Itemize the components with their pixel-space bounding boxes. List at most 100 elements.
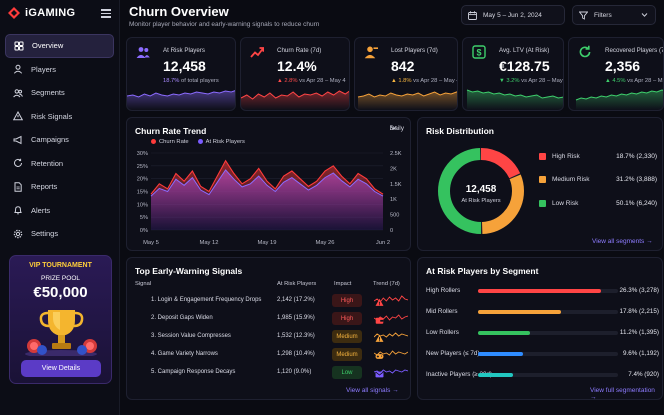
svg-text:$: $ [476, 48, 481, 58]
segment-row[interactable]: Mid Rollers 17.8% (2,215) [426, 306, 659, 318]
segment-count: (1,395) [639, 329, 659, 336]
filters-button[interactable]: Filters [572, 5, 656, 25]
chevron-down-icon [390, 126, 396, 130]
segment-value: 9.6% (1,192) [623, 350, 659, 357]
signal-name: 1. Login & Engagement Frequency Drops [151, 297, 262, 303]
risk-legend-name: Low Risk [552, 200, 579, 207]
segment-row[interactable]: Low Rollers 11.2% (1,395) [426, 327, 659, 339]
kpi-card-4[interactable]: $ Avg. LTV (At Risk) €128.75 ▼ 3.2% vs Apr … [462, 37, 564, 111]
risk-legend-pct: 18.7% [616, 153, 635, 160]
kpi-label: At Risk Players [163, 47, 205, 54]
y-left-tick: 25% [137, 164, 148, 170]
trend-period-dropdown[interactable]: Daily [390, 125, 404, 132]
filters-label: Filters [594, 11, 612, 19]
promo-amount: €50,000 [33, 284, 88, 301]
kpi-sparkline [127, 90, 235, 110]
promo-vip-label: VIP TOURNAMENT [29, 262, 92, 269]
view-details-button[interactable]: View Details [21, 360, 101, 377]
sparkline-area [127, 90, 235, 110]
churn-trend-panel: Churn Rate Trend Daily Churn Rate At Ris… [126, 117, 411, 251]
kpi-card-3[interactable]: Lost Players (7d) 842 ▲ 1.8% vs Apr 28 – M… [354, 37, 458, 111]
menu-icon[interactable] [101, 9, 111, 18]
sparkline-line [575, 89, 663, 101]
sidebar-nav: Overview Players Segments Risk Signals Campa… [5, 34, 114, 246]
sparkline-area [241, 91, 349, 110]
segment-bar [478, 310, 562, 314]
sparkline-area [576, 90, 663, 110]
sidebar-item-label: Settings [31, 229, 59, 239]
segment-row[interactable]: New Players (≤ 7d) 9.6% (1,192) [426, 348, 659, 360]
risk-legend-item: Medium Risk 31.2% (3,888) [539, 176, 657, 183]
kpi-delta-suffix: vs Apr 28 – May 4 [519, 78, 564, 84]
kpi-delta-value: ▲ 1.8% [391, 78, 412, 84]
sidebar-item-reports[interactable]: Reports [5, 175, 114, 199]
kpi-card-1[interactable]: At Risk Players 12,458 18.7% of total play… [126, 37, 236, 111]
legend-swatch [539, 200, 546, 207]
segment-count: (2,215) [639, 308, 659, 315]
segment-row[interactable]: High Rollers 26.3% (3,278) [426, 285, 659, 297]
sidebar-item-overview[interactable]: Overview [5, 34, 114, 58]
sidebar-item-segments[interactable]: Segments [5, 81, 114, 105]
view-all-signals-link[interactable]: View all signals → [346, 387, 399, 394]
col-trend: Trend (7d) [373, 281, 400, 287]
signal-row[interactable]: 1. Login & Engagement Frequency Drops 2,1… [134, 293, 408, 310]
sidebar-item-campaigns[interactable]: Campaigns [5, 128, 114, 152]
kpi-delta-value: ▲ 4.5% [605, 78, 626, 84]
trend-up-icon [250, 45, 265, 59]
signal-count: 1,120 (9.0%) [277, 369, 312, 375]
chevron-down-icon [641, 13, 648, 17]
signal-row[interactable]: 5. Campaign Response Decays 1,120 (9.0%) L… [134, 365, 408, 382]
x-tick: May 12 [199, 240, 218, 246]
kpi-sparkline [357, 91, 457, 110]
signal-name: 5. Campaign Response Decays [151, 369, 236, 375]
sidebar-item-alerts[interactable]: Alerts [5, 199, 114, 223]
sparkline-area [467, 90, 563, 110]
segment-pct: 11.2% [619, 329, 638, 336]
promo-prize-label: PRIZE POOL [40, 275, 80, 282]
sidebar: iGAMING Overview Players Segments Risk Sign… [0, 0, 120, 415]
signal-count: 2,142 (17.2%) [277, 297, 315, 303]
brand[interactable]: iGAMING [8, 7, 75, 19]
kpi-card-5[interactable]: Recovered Players (7d) 2,356 ▲ 4.5% vs Apr… [568, 37, 664, 111]
sidebar-item-risk-signals[interactable]: Risk Signals [5, 105, 114, 129]
view-full-segmentation-link[interactable]: View full segmentation → [590, 387, 655, 400]
y-left-tick: 10% [137, 202, 148, 208]
kpi-card-2[interactable]: Churn Rate (7d) 12.4% ▲ 2.8% vs Apr 28 – M… [240, 37, 350, 111]
segment-row[interactable]: Inactive Players (≥ 30d) 7.4% (920) [426, 369, 659, 381]
recycle-icon [578, 45, 592, 59]
risk-distribution-panel: Risk Distribution 12,458 At Risk Players … [417, 117, 663, 251]
sidebar-item-settings[interactable]: Settings [5, 222, 114, 246]
segment-bar-track [478, 310, 618, 314]
brand-logo-icon [8, 7, 20, 19]
signal-count: 1,985 (15.9%) [277, 315, 315, 321]
alert-triangle-icon [13, 111, 23, 121]
gamepad-icon [135, 350, 384, 359]
sidebar-item-players[interactable]: Players [5, 58, 114, 82]
date-range-picker[interactable]: May 5 – Jun 2, 2024 [461, 5, 565, 25]
risk-legend-pct: 31.2% [616, 176, 635, 183]
view-all-segments-link[interactable]: View all segments → [592, 238, 653, 245]
risk-donut-chart: 12,458 At Risk Players [438, 148, 524, 234]
sidebar-item-retention[interactable]: Retention [5, 152, 114, 176]
segment-bar [478, 289, 601, 293]
impact-badge: Low [332, 366, 362, 379]
filter-icon [579, 11, 588, 20]
kpi-value: 12,458 [163, 58, 206, 74]
sidebar-item-label: Segments [31, 88, 65, 98]
segment-bar-track [478, 289, 618, 293]
signal-row[interactable]: 3. Session Value Compresses 1,532 (12.3%)… [134, 329, 408, 346]
signal-row[interactable]: 2. Deposit Gaps Widen 1,985 (15.9%) High [134, 311, 408, 328]
segment-value: 11.2% (1,395) [620, 329, 659, 336]
signal-row[interactable]: 4. Game Variety Narrows 1,298 (10.4%) Medi… [134, 347, 408, 364]
signals-panel: Top Early-Warning Signals Signal At Risk… [126, 257, 411, 400]
dollar-icon: $ [472, 45, 486, 59]
kpi-delta-value: ▲ 2.8% [277, 78, 298, 84]
donut-slice-low-risk [438, 148, 524, 234]
sidebar-item-label: Campaigns [31, 135, 69, 145]
sparkline-line [127, 90, 235, 98]
sidebar-item-label: Alerts [31, 205, 51, 215]
donut-total: 12,458 [466, 184, 497, 195]
sidebar-item-label: Players [31, 64, 57, 74]
kpi-delta-suffix: vs Apr 28 – May 4 [297, 78, 346, 84]
kpi-delta-value: ▼ 3.2% [499, 78, 520, 84]
